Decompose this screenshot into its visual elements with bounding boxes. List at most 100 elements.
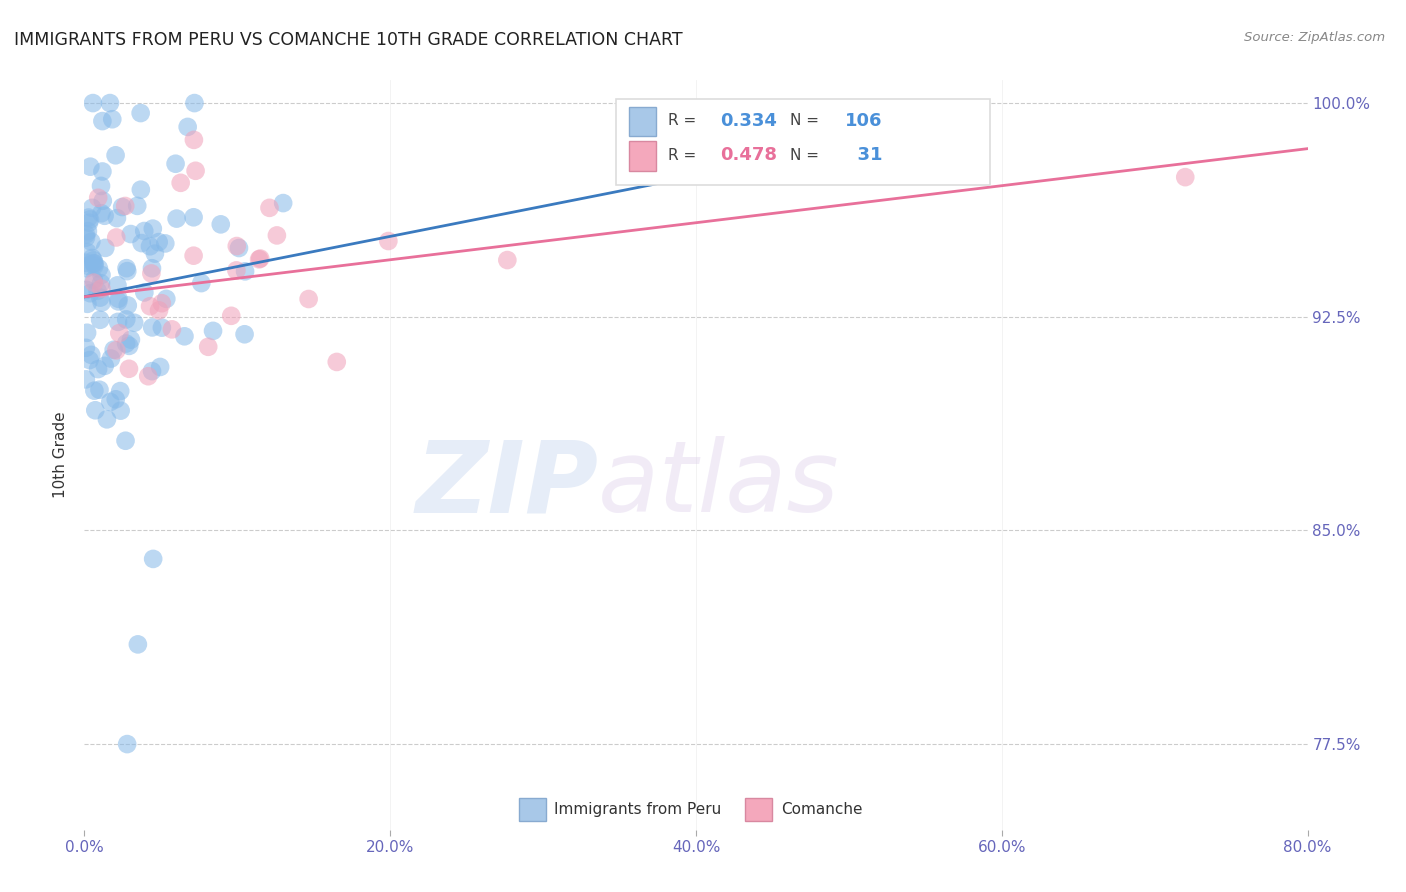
- Point: [141, 320, 163, 334]
- Point: [183, 133, 205, 147]
- Point: [114, 199, 136, 213]
- Point: [141, 364, 163, 378]
- Point: [225, 239, 247, 253]
- Point: [83, 256, 105, 270]
- Point: [94, 241, 117, 255]
- Text: 0.478: 0.478: [720, 146, 778, 164]
- Point: [89, 383, 111, 397]
- Point: [77, 259, 100, 273]
- Point: [197, 340, 219, 354]
- Point: [98, 96, 121, 111]
- Point: [139, 299, 162, 313]
- FancyBboxPatch shape: [628, 141, 655, 171]
- Text: atlas: atlas: [598, 436, 839, 533]
- Point: [190, 276, 212, 290]
- Point: [228, 241, 250, 255]
- Point: [105, 211, 128, 226]
- Point: [107, 292, 129, 306]
- Point: [101, 112, 124, 127]
- Point: [80, 348, 103, 362]
- Point: [86, 284, 108, 298]
- Point: [134, 285, 156, 300]
- Point: [75, 256, 97, 270]
- Point: [169, 176, 191, 190]
- FancyBboxPatch shape: [745, 798, 772, 821]
- Point: [82, 96, 104, 111]
- Point: [96, 412, 118, 426]
- Point: [100, 351, 122, 366]
- Point: [83, 256, 105, 270]
- Point: [225, 263, 247, 277]
- Point: [82, 251, 104, 265]
- Text: 106: 106: [845, 112, 883, 129]
- Point: [75, 341, 97, 355]
- Point: [155, 236, 177, 251]
- Point: [115, 312, 138, 326]
- Point: [80, 235, 103, 249]
- Point: [183, 96, 205, 111]
- Point: [89, 313, 111, 327]
- Point: [83, 253, 105, 268]
- Point: [76, 326, 98, 340]
- Text: Source: ZipAtlas.com: Source: ZipAtlas.com: [1244, 31, 1385, 45]
- Point: [202, 324, 225, 338]
- Point: [107, 278, 129, 293]
- Point: [141, 267, 163, 281]
- Point: [176, 120, 198, 134]
- Point: [183, 211, 205, 225]
- Point: [90, 268, 112, 282]
- Point: [107, 294, 129, 309]
- Point: [120, 227, 142, 241]
- Point: [136, 369, 159, 384]
- Point: [90, 282, 112, 296]
- Point: [150, 320, 173, 334]
- Point: [93, 209, 115, 223]
- Point: [184, 163, 207, 178]
- Point: [117, 264, 139, 278]
- Point: [183, 249, 205, 263]
- FancyBboxPatch shape: [628, 106, 655, 136]
- Point: [115, 261, 138, 276]
- Point: [82, 201, 104, 215]
- Point: [84, 403, 107, 417]
- Point: [298, 292, 321, 306]
- Point: [91, 164, 114, 178]
- Point: [1174, 170, 1197, 185]
- Point: [83, 276, 105, 290]
- Point: [77, 216, 100, 230]
- Point: [76, 283, 98, 297]
- Point: [87, 261, 110, 276]
- Text: N =: N =: [790, 148, 824, 162]
- Point: [149, 359, 172, 374]
- Point: [104, 148, 127, 162]
- Point: [127, 199, 149, 213]
- Point: [155, 292, 177, 306]
- Point: [259, 201, 281, 215]
- Point: [89, 291, 111, 305]
- Text: 31: 31: [845, 146, 883, 164]
- Point: [79, 212, 101, 227]
- Point: [87, 191, 110, 205]
- Point: [233, 327, 256, 342]
- Point: [83, 273, 105, 287]
- Point: [129, 183, 152, 197]
- Point: [115, 336, 138, 351]
- Point: [143, 246, 166, 260]
- Point: [76, 245, 98, 260]
- Point: [83, 259, 105, 273]
- Point: [110, 384, 132, 398]
- Point: [209, 218, 232, 232]
- Point: [87, 362, 110, 376]
- Point: [117, 298, 139, 312]
- Point: [105, 343, 128, 358]
- Point: [77, 224, 100, 238]
- Point: [104, 392, 127, 407]
- Point: [219, 309, 242, 323]
- Point: [90, 206, 112, 220]
- Text: R =: R =: [668, 113, 702, 128]
- Point: [105, 230, 128, 244]
- Point: [98, 395, 121, 409]
- Point: [77, 211, 100, 225]
- FancyBboxPatch shape: [616, 99, 990, 186]
- Point: [93, 359, 115, 373]
